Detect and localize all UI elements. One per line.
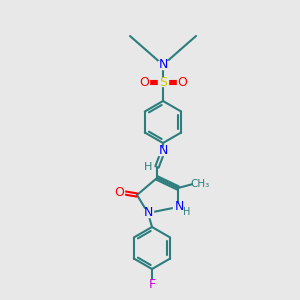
Bar <box>193 180 207 188</box>
Bar <box>158 61 168 69</box>
Bar <box>158 78 168 86</box>
Text: O: O <box>114 185 124 199</box>
Text: H: H <box>144 162 152 172</box>
Text: N: N <box>174 200 184 214</box>
Bar <box>177 78 187 86</box>
Text: CH₃: CH₃ <box>190 179 210 189</box>
Bar <box>139 78 149 86</box>
Text: O: O <box>177 76 187 88</box>
Text: N: N <box>143 206 153 220</box>
Bar <box>114 188 124 196</box>
Bar <box>147 281 157 289</box>
Text: H: H <box>183 207 191 217</box>
Text: N: N <box>158 58 168 71</box>
Text: O: O <box>139 76 149 88</box>
Text: N: N <box>158 145 168 158</box>
Text: S: S <box>159 76 167 88</box>
Bar <box>173 203 185 211</box>
Bar <box>143 163 152 171</box>
Text: F: F <box>148 278 156 292</box>
Bar <box>158 147 168 155</box>
Bar <box>143 209 153 217</box>
